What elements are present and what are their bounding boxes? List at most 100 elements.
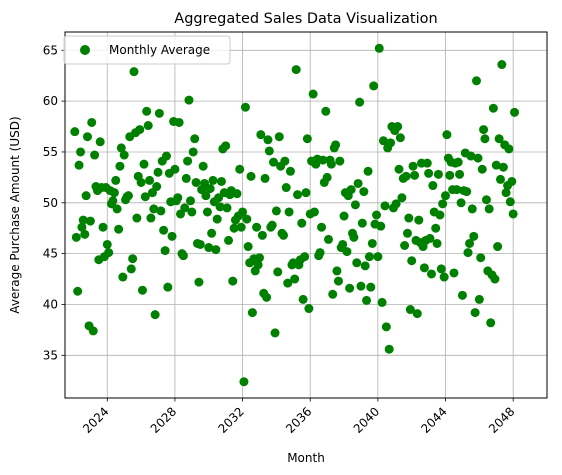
data-point	[238, 207, 248, 217]
data-point	[357, 218, 367, 228]
data-point	[373, 252, 383, 262]
data-point	[349, 232, 359, 242]
data-point	[441, 191, 451, 201]
data-point	[112, 204, 122, 214]
data-point	[301, 188, 311, 198]
data-point	[160, 246, 170, 256]
data-point	[123, 191, 133, 201]
data-point	[402, 228, 412, 238]
data-point	[501, 188, 511, 198]
data-point	[442, 130, 452, 140]
data-point	[342, 247, 352, 257]
data-point	[90, 150, 100, 160]
data-point	[412, 309, 422, 319]
data-point	[167, 231, 177, 241]
data-point	[126, 264, 136, 274]
data-point	[381, 322, 391, 332]
data-point	[455, 169, 465, 179]
data-point	[221, 141, 231, 151]
data-point	[449, 268, 459, 278]
data-point	[315, 248, 325, 258]
data-point	[400, 241, 410, 250]
data-point	[239, 377, 249, 387]
data-point	[452, 185, 462, 195]
data-point	[159, 225, 169, 235]
data-point	[332, 266, 342, 276]
data-point	[481, 195, 491, 205]
data-point	[353, 178, 363, 188]
data-point	[380, 201, 390, 211]
data-point	[208, 175, 218, 185]
data-point	[364, 252, 374, 262]
data-point	[273, 267, 283, 277]
data-point	[211, 245, 221, 255]
data-point	[401, 171, 411, 181]
data-point	[136, 177, 146, 187]
data-point	[377, 297, 387, 307]
data-point	[116, 143, 126, 153]
data-point	[163, 282, 173, 292]
data-point	[198, 161, 208, 171]
data-point	[78, 215, 88, 225]
data-point	[228, 276, 238, 286]
data-point	[488, 103, 498, 113]
data-point	[355, 97, 365, 107]
data-point	[73, 286, 83, 296]
data-point	[428, 181, 438, 191]
data-point	[432, 238, 442, 248]
data-point	[104, 248, 114, 258]
data-point	[480, 134, 490, 144]
data-point	[149, 204, 159, 214]
data-point	[174, 117, 184, 127]
data-point	[114, 224, 124, 234]
data-point	[507, 176, 517, 186]
data-point	[386, 138, 396, 148]
data-point	[505, 197, 515, 207]
data-point	[397, 193, 407, 203]
data-point	[224, 235, 234, 245]
data-point	[366, 282, 376, 292]
data-point	[466, 151, 476, 161]
data-point	[146, 213, 156, 223]
data-point	[360, 261, 370, 271]
data-point	[85, 216, 95, 226]
data-point	[476, 253, 486, 263]
data-point	[363, 166, 373, 176]
data-point	[433, 169, 443, 179]
data-point	[384, 344, 394, 354]
data-point	[88, 326, 98, 336]
data-point	[465, 238, 475, 248]
data-point	[504, 144, 514, 154]
data-point	[328, 289, 338, 299]
data-point	[279, 230, 289, 240]
data-point	[298, 294, 308, 304]
data-point	[229, 223, 239, 233]
data-point	[264, 146, 274, 156]
data-point	[491, 160, 501, 170]
data-point	[376, 221, 386, 231]
legend-marker	[80, 45, 90, 55]
data-point	[467, 204, 477, 214]
data-point	[194, 277, 204, 287]
data-point	[362, 295, 372, 305]
data-point	[378, 136, 388, 146]
data-point	[137, 285, 147, 295]
data-point	[274, 132, 284, 142]
y-tick-label: 55	[43, 145, 58, 159]
data-point	[493, 242, 503, 252]
data-point	[140, 192, 150, 202]
data-point	[291, 65, 301, 75]
data-point	[254, 253, 264, 263]
data-point	[346, 185, 356, 195]
data-point	[281, 183, 291, 193]
data-point	[207, 228, 217, 238]
data-point	[439, 272, 449, 282]
data-point	[484, 204, 494, 214]
data-point	[253, 260, 263, 270]
data-point	[152, 182, 162, 192]
data-point	[473, 153, 483, 163]
data-point	[283, 278, 293, 288]
data-point	[201, 191, 211, 201]
data-point	[267, 220, 277, 230]
